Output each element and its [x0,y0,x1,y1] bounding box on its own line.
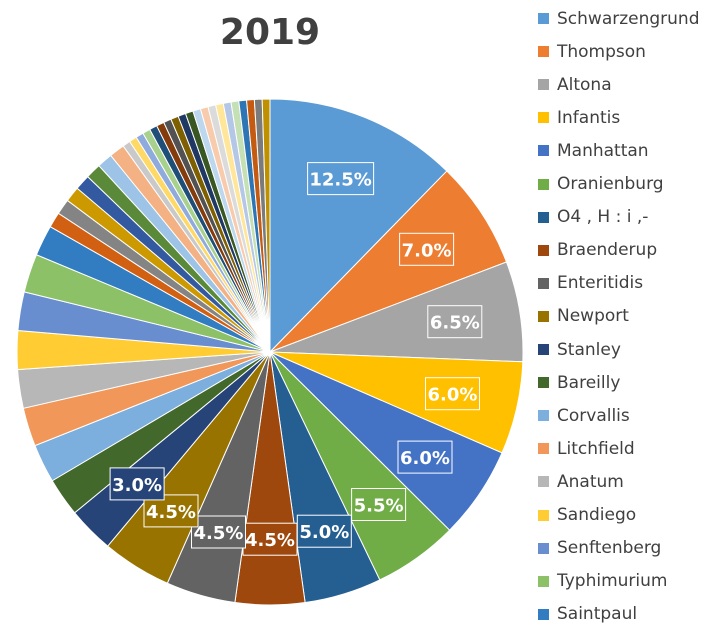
legend-label: Thompson [557,41,646,62]
legend-label: Newport [557,306,629,327]
legend-swatch [538,575,549,587]
legend-swatch [538,377,549,389]
legend-swatch [538,310,549,322]
legend-swatch [538,344,549,355]
legend-swatch [538,145,549,157]
legend-label: Schwarzengrund [557,8,700,29]
legend-label: Altona [557,74,612,95]
legend-item: Manhattan [530,134,649,167]
legend-item: Oranienburg [530,168,664,201]
data-label-4: 6.0% [400,448,450,469]
pie-chart: 12.5%7.0%6.5%6.0%6.0%5.5%5.0%4.5%4.5%4.5… [16,98,524,606]
legend-swatch [538,277,549,289]
data-label-9: 4.5% [146,502,196,523]
legend-item: Enteritidis [530,267,643,300]
legend-swatch [538,410,549,422]
legend-swatch [538,509,549,521]
legend-item: Bareilly [530,366,620,399]
legend-label: Enteritidis [557,273,644,294]
legend-swatch [538,178,549,190]
legend-item: Litchfield [530,432,635,465]
legend-item: Schwarzengrund [530,2,700,35]
data-label-box-2 [427,305,483,339]
data-label-box-0 [307,162,375,196]
legend-swatch [538,211,549,223]
data-label-3: 6.0% [428,385,478,406]
legend-swatch [538,112,549,124]
legend-swatch [538,476,549,488]
legend-label: Infantis [557,107,621,128]
legend-swatch [538,542,549,554]
legend-label: Anatum [557,471,624,492]
data-label-6: 5.0% [299,522,349,543]
legend-label: Typhimurium [557,571,668,592]
pie-slice-1 [269,170,508,353]
legend-item: Sandiego [530,499,636,532]
legend-item: O4 , H : i ,- [530,201,648,234]
pie-slices [16,98,524,606]
legend-label: Corvallis [557,405,630,426]
legend-item: Saintpaul [530,598,637,631]
legend-item: Anatum [530,465,624,498]
pie-data-labels: 12.5%7.0%6.5%6.0%6.0%5.5%5.0%4.5%4.5%4.5… [109,162,483,556]
legend-label: Bareilly [557,372,621,393]
legend-item: Stanley [530,333,621,366]
legend-swatch [538,13,549,24]
data-label-8: 4.5% [194,523,244,544]
legend-label: Manhattan [557,140,649,161]
legend-swatch [538,244,549,256]
data-label-10: 3.0% [112,475,162,496]
legend-item: Typhimurium [530,565,667,598]
data-label-7: 4.5% [245,530,295,551]
legend-swatch [538,79,549,91]
legend-item: Braenderup [530,234,657,267]
legend-label: Litchfield [557,438,635,459]
data-label-box-3 [425,377,480,411]
legend-item: Senftenberg [530,532,661,565]
data-label-box-5 [351,488,407,521]
data-label-box-1 [399,232,455,266]
legend-label: Sandiego [557,505,637,525]
data-label-0: 12.5% [309,170,371,191]
data-label-box-4 [397,440,453,474]
legend-label: Oranienburg [557,174,664,194]
pie-slice-45 [261,98,271,353]
legend-item: Corvallis [530,399,630,432]
data-label-box-6 [296,514,352,548]
legend-label: Stanley [557,339,621,360]
legend-item: Altona [530,68,612,101]
legend-label: Saintpaul [557,604,638,625]
legend-swatch [538,46,549,58]
legend-item: Newport [530,300,629,333]
data-label-box-10 [109,467,165,501]
legend-label: Senftenberg [557,538,662,559]
data-label-1: 7.0% [402,240,452,261]
data-label-2: 6.5% [430,313,480,334]
legend-item: Infantis [530,101,620,134]
legend-label: Braenderup [557,240,658,261]
legend-item: Thompson [530,35,646,68]
legend-label: O4 , H : i ,- [557,207,649,228]
chart-title: 2019 [219,12,321,53]
data-label-box-8 [191,515,246,549]
data-label-5: 5.5% [354,496,404,517]
legend-swatch [538,443,549,455]
legend-swatch [538,608,549,620]
